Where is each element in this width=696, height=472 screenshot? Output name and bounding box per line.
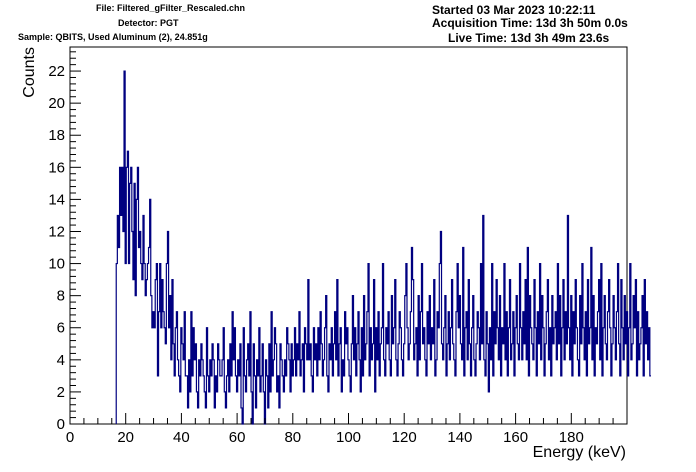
y-tick-label: 6 <box>57 320 65 337</box>
x-tick-label: 40 <box>173 429 190 446</box>
y-tick-label: 20 <box>48 95 65 112</box>
x-tick-label: 20 <box>117 429 134 446</box>
detector-label: Detector: PGT <box>118 18 179 28</box>
x-tick-label: 120 <box>392 429 417 446</box>
y-tick-label: 22 <box>48 63 65 80</box>
x-axis-ticks: 0 20 40 60 80 100 120 140 160 180 <box>66 413 628 446</box>
y-axis-ticks: 0 2 4 6 8 10 12 14 16 18 20 22 <box>48 51 81 433</box>
live-time-label: Live Time: 13d 3h 49m 23.6s <box>448 31 610 45</box>
y-tick-label: 12 <box>48 223 65 240</box>
started-label: Started 03 Mar 2023 10:22:11 <box>432 3 596 17</box>
x-tick-label: 60 <box>229 429 246 446</box>
y-tick-label: 14 <box>48 191 65 208</box>
sample-label: Sample: QBITS, Used Aluminum (2), 24.851… <box>18 32 208 42</box>
y-tick-label: 18 <box>48 127 65 144</box>
y-tick-label: 0 <box>57 416 65 433</box>
x-tick-label: 0 <box>66 429 74 446</box>
y-tick-label: 10 <box>48 256 65 273</box>
x-tick-label: 100 <box>336 429 361 446</box>
spectrum-histogram-line <box>115 70 651 425</box>
y-axis-title: Counts <box>21 47 38 98</box>
x-tick-label: 160 <box>503 429 528 446</box>
x-tick-label: 180 <box>559 429 584 446</box>
file-label: File: Filtered_gFilter_Rescaled.chn <box>96 3 246 13</box>
y-tick-label: 8 <box>57 288 65 305</box>
x-axis-title: Energy (keV) <box>533 444 626 461</box>
y-tick-label: 2 <box>57 384 65 401</box>
acquisition-label: Acquisition Time: 13d 3h 50m 0.0s <box>432 16 628 30</box>
y-tick-label: 16 <box>48 159 65 176</box>
x-tick-label: 80 <box>284 429 301 446</box>
y-tick-label: 4 <box>57 352 65 369</box>
x-tick-label: 140 <box>447 429 472 446</box>
